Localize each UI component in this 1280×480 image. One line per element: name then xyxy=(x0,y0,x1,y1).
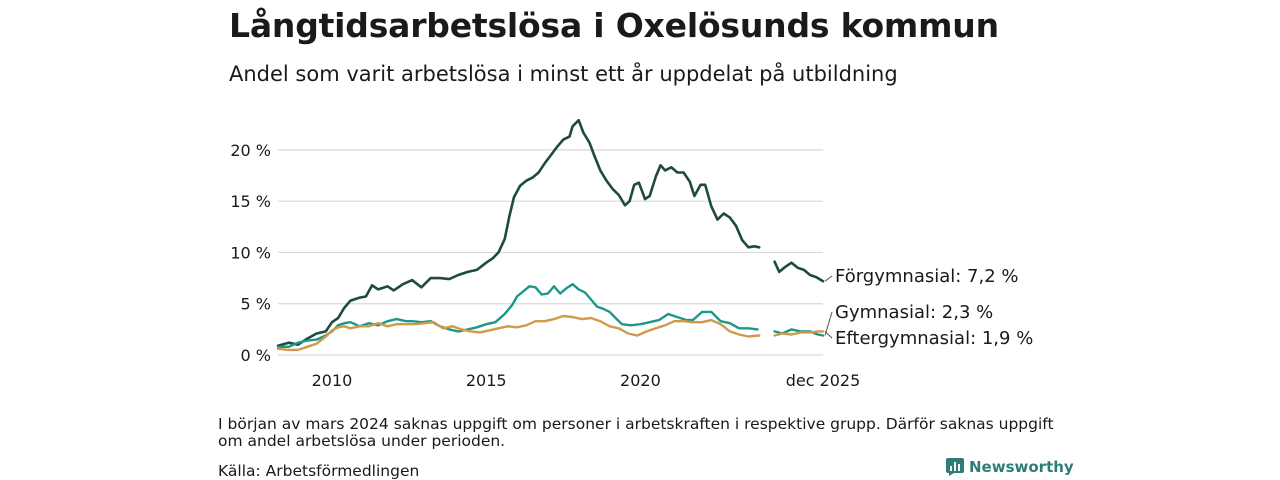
series-end-label: Gymnasial: 2,3 % xyxy=(835,302,993,323)
series-line-eftergymnasial xyxy=(773,330,825,337)
series-line-förgymnasial xyxy=(276,118,761,348)
x-tick-label: 2015 xyxy=(466,371,507,390)
y-tick-label: 5 % xyxy=(241,295,271,314)
brand-name: Newsworthy xyxy=(969,458,1074,476)
source-text: Källa: Arbetsförmedlingen xyxy=(218,462,420,480)
y-tick-label: 20 % xyxy=(230,141,271,160)
x-tick-label: 2020 xyxy=(620,371,661,390)
series-line-eftergymnasial xyxy=(276,314,761,352)
label-leader xyxy=(824,275,833,282)
label-leader xyxy=(824,311,833,336)
newsworthy-icon xyxy=(946,458,964,476)
footnote: I början av mars 2024 saknas uppgift om … xyxy=(218,415,1054,450)
y-tick-label: 15 % xyxy=(230,192,271,211)
y-tick-label: 10 % xyxy=(230,243,271,262)
newsworthy-logo[interactable]: Newsworthy xyxy=(946,458,1074,476)
y-tick-label: 0 % xyxy=(241,346,271,365)
series-line-förgymnasial xyxy=(773,260,825,283)
series-end-label: Förgymnasial: 7,2 % xyxy=(835,266,1019,287)
label-leader xyxy=(824,331,833,339)
series-end-label: Eftergymnasial: 1,9 % xyxy=(835,328,1033,349)
chart-title: Långtidsarbetslösa i Oxelösunds kommun xyxy=(229,6,999,45)
series-line-gymnasial xyxy=(276,283,759,348)
x-tick-label: dec 2025 xyxy=(786,371,861,390)
x-tick-label: 2010 xyxy=(312,371,353,390)
chart-subtitle: Andel som varit arbetslösa i minst ett å… xyxy=(229,62,898,86)
